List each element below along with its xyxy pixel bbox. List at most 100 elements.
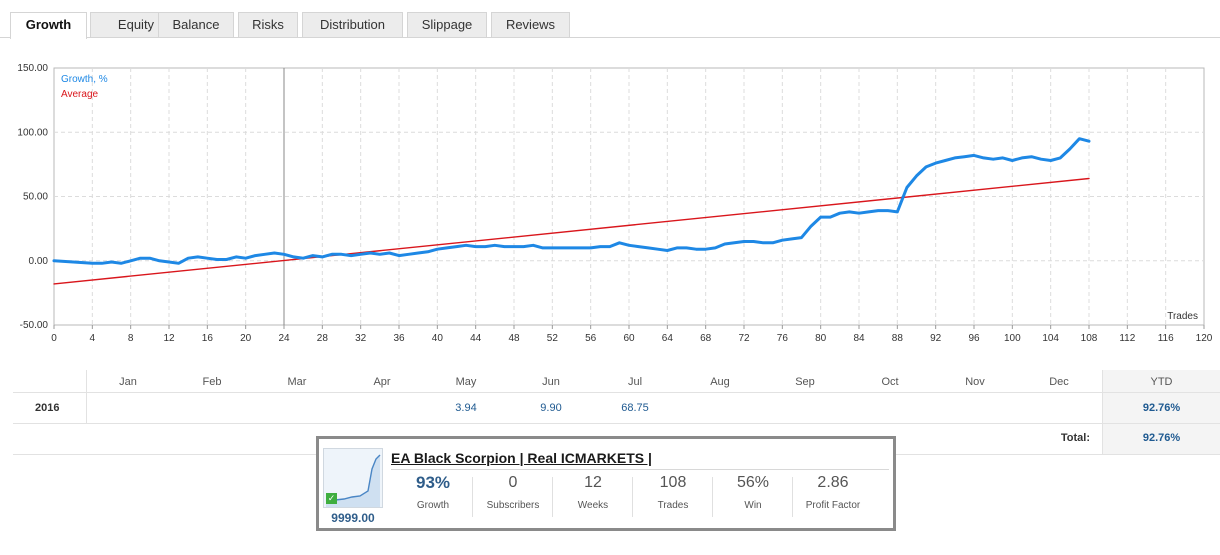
title-divider xyxy=(391,469,889,470)
x-tick-label: 32 xyxy=(355,333,367,344)
x-tick-label: 20 xyxy=(240,333,252,344)
month-header-mar: Mar xyxy=(287,376,307,388)
signal-widget[interactable]: ✓ 9999.00 EA Black Scorpion | Real ICMAR… xyxy=(316,436,896,531)
ytd-value: 92.76% xyxy=(1142,402,1181,414)
x-tick-label: 112 xyxy=(1119,333,1135,344)
y-tick-label: -50.00 xyxy=(20,320,49,331)
stat-divider xyxy=(792,477,793,517)
stat-growth: 93% Growth xyxy=(397,472,469,511)
total-value: 92.76% xyxy=(1142,432,1181,444)
x-tick-label: 64 xyxy=(662,333,674,344)
x-tick-label: 36 xyxy=(393,333,405,344)
stat-divider xyxy=(632,477,633,517)
table-row-line xyxy=(13,423,1220,424)
tab-growth[interactable]: Growth xyxy=(10,12,87,39)
stat-subscribers: 0 Subscribers xyxy=(477,472,549,511)
month-header-jan: Jan xyxy=(119,376,137,388)
ytd-column xyxy=(1103,370,1220,454)
x-tick-label: 16 xyxy=(202,333,214,344)
stat-weeks-label: Weeks xyxy=(577,500,609,511)
x-tick-label: 108 xyxy=(1081,333,1098,344)
x-tick-label: 48 xyxy=(508,333,520,344)
stat-win: 56% Win xyxy=(717,472,789,511)
growth-chart: 0 4 8 12 16 20 24 28 32 36 40 44 48 52 56 60 64 68 72 76 80 8… xyxy=(17,63,1213,344)
tab-distribution[interactable]: Distribution xyxy=(302,12,403,37)
month-header-may: May xyxy=(455,376,477,388)
table-col-divider xyxy=(1102,370,1103,454)
x-tick-label: 0 xyxy=(51,333,57,344)
stat-profit-factor-value: 2.86 xyxy=(817,474,849,491)
total-label: Total: xyxy=(1060,432,1090,444)
stat-subscribers-value: 0 xyxy=(508,474,518,491)
stat-subscribers-label: Subscribers xyxy=(486,500,540,511)
stat-growth-value: 93% xyxy=(415,473,451,492)
x-tick-label: 12 xyxy=(163,333,175,344)
legend-growth: Growth, % xyxy=(61,74,108,85)
month-header-dec: Dec xyxy=(1049,376,1069,388)
verified-check-icon: ✓ xyxy=(326,493,337,504)
x-tick-label: 120 xyxy=(1196,333,1213,344)
stat-trades: 108 Trades xyxy=(637,472,709,511)
x-tick-label: 100 xyxy=(1004,333,1021,344)
stat-growth-label: Growth xyxy=(416,500,450,511)
tabs-divider xyxy=(0,37,1220,38)
tab-slippage[interactable]: Slippage xyxy=(407,12,487,37)
x-tick-label: 60 xyxy=(623,333,635,344)
legend-average: Average xyxy=(61,89,99,100)
x-tick-label: 76 xyxy=(777,333,789,344)
month-header-feb: Feb xyxy=(202,376,222,388)
signal-price: 9999.00 xyxy=(331,511,375,525)
growth-series-line xyxy=(52,137,1091,265)
table-cell-jul: 68.75 xyxy=(621,402,649,414)
tab-bar: Growth Equity Balance Risks Distribution… xyxy=(10,12,1220,39)
x-tick-label: 24 xyxy=(278,333,290,344)
stat-divider xyxy=(472,477,473,517)
year-label: 2016 xyxy=(35,402,60,414)
stat-profit-factor-label: Profit Factor xyxy=(805,500,861,511)
stat-weeks-value: 12 xyxy=(584,474,602,491)
x-tick-label: 80 xyxy=(815,333,827,344)
x-tick-label: 4 xyxy=(90,333,96,344)
table-header-line xyxy=(13,392,1220,393)
x-tick-label: 52 xyxy=(547,333,559,344)
x-tick-label: 56 xyxy=(585,333,597,344)
ytd-header: YTD xyxy=(1150,376,1173,388)
average-series-line xyxy=(53,177,1090,285)
month-header-jun: Jun xyxy=(542,376,560,388)
stat-trades-label: Trades xyxy=(657,500,689,511)
stat-profit-factor: 2.86 Profit Factor xyxy=(797,472,869,511)
tab-reviews[interactable]: Reviews xyxy=(491,12,570,37)
month-header-oct: Oct xyxy=(881,376,899,388)
month-header-sep: Sep xyxy=(795,376,815,388)
stat-win-label: Win xyxy=(744,500,762,511)
table-cell-jun: 9.90 xyxy=(540,402,562,414)
table-col-divider xyxy=(86,370,87,423)
stat-divider xyxy=(552,477,553,517)
month-header-apr: Apr xyxy=(373,376,391,388)
y-tick-label: 100.00 xyxy=(17,127,48,138)
y-tick-label: 0.00 xyxy=(29,256,49,267)
x-tick-label: 44 xyxy=(470,333,482,344)
stat-trades-value: 108 xyxy=(659,474,687,491)
x-tick-label: 84 xyxy=(853,333,865,344)
x-tick-label: 96 xyxy=(968,333,980,344)
tab-risks[interactable]: Risks xyxy=(238,12,298,37)
x-tick-label: 116 xyxy=(1158,333,1174,344)
x-tick-label: 68 xyxy=(700,333,712,344)
stat-divider xyxy=(712,477,713,517)
y-tick-label: 50.00 xyxy=(23,192,48,203)
x-tick-label: 92 xyxy=(930,333,942,344)
signal-thumbnail[interactable]: ✓ 9999.00 xyxy=(323,448,383,526)
x-tick-label: 104 xyxy=(1042,333,1059,344)
month-header-aug: Aug xyxy=(710,376,730,388)
tab-balance[interactable]: Balance xyxy=(158,12,234,37)
x-axis-label: Trades xyxy=(1167,311,1198,322)
table-cell-may: 3.94 xyxy=(455,402,477,414)
month-header-nov: Nov xyxy=(965,376,985,388)
signal-title-link[interactable]: EA Black Scorpion | Real ICMARKETS | xyxy=(391,450,652,466)
x-tick-label: 8 xyxy=(128,333,134,344)
stat-weeks: 12 Weeks xyxy=(557,472,629,511)
y-tick-label: 150.00 xyxy=(17,63,48,74)
stat-win-value: 56% xyxy=(736,474,770,491)
x-tick-label: 72 xyxy=(738,333,750,344)
